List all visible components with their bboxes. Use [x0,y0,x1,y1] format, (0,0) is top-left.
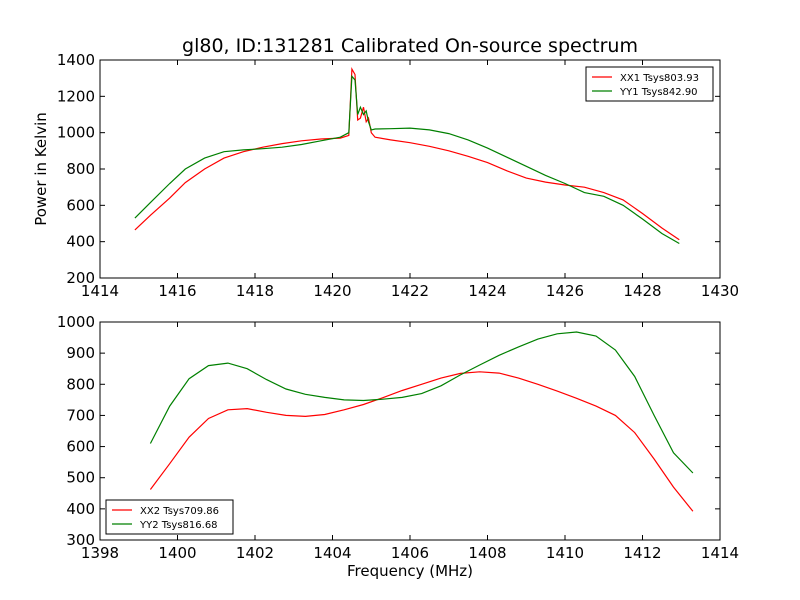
y-tick-label: 500 [66,469,95,487]
x-tick-label: 1406 [391,544,429,562]
series-line-2-1 [149,371,694,512]
x-tick-label: 1422 [391,282,429,300]
plot-top: 1414 1416 1418 1420 1422 1424 1426 1428 1430 200 4… [57,51,739,300]
x-tick-label: 1398 [81,544,119,562]
x-tick-label: 1404 [313,544,351,562]
legend: XX2 Tsys709.86 YY2 Tsys816.68 [105,499,234,535]
x-tick-label: 1426 [546,282,584,300]
x-tick-label: 1428 [623,282,661,300]
y-tick-label: 1000 [57,313,95,331]
legend-label: YY1 Tsys842.90 [619,87,698,98]
x-tick-label: 1402 [236,544,274,562]
x-tick-label: 1400 [158,544,196,562]
x-tick-label: 1420 [313,282,351,300]
chart-title: gl80, ID:131281 Calibrated On-source spe… [182,35,638,57]
y-tick-label: 900 [66,344,95,362]
series-line-1-1 [134,67,680,241]
x-tick-label: 1418 [236,282,274,300]
x-tick-label: 1412 [623,544,661,562]
legend-box [585,66,714,102]
x-tick-label: 1424 [468,282,506,300]
legend-label: XX1 Tsys803.93 [620,73,699,84]
y-tick-label: 800 [66,160,95,178]
series-line-1-2 [134,74,680,245]
x-tick-label: 1414 [81,282,119,300]
legend-box [105,499,234,535]
y-tick-label: 400 [66,233,95,251]
x-axis-label: Frequency (MHz) [347,562,473,580]
y-tick-label: 1200 [57,87,95,105]
y-tick-label: 200 [66,269,95,287]
legend-label: YY2 Tsys816.68 [139,520,218,531]
x-tick-label: 1430 [701,282,739,300]
legend-label: XX2 Tsys709.86 [140,506,219,517]
series-line-2-2 [149,331,694,474]
y-tick-label: 1400 [57,51,95,69]
x-tick-label: 1408 [468,544,506,562]
y-tick-label: 1000 [57,124,95,142]
y-axis-label: Power in Kelvin [32,112,50,226]
y-tick-label: 400 [66,500,95,518]
y-tick-label: 600 [66,438,95,456]
legend: XX1 Tsys803.93 YY1 Tsys842.90 [585,66,714,102]
y-tick-label: 300 [66,531,95,549]
x-tick-label: 1416 [158,282,196,300]
plot-bottom: 1398 1400 1402 1404 1406 1408 1410 1412 1414 300 4… [57,313,739,562]
x-tick-label: 1414 [701,544,739,562]
y-tick-label: 600 [66,196,95,214]
x-tick-label: 1410 [546,544,584,562]
y-tick-label: 700 [66,406,95,424]
y-tick-label: 800 [66,375,95,393]
